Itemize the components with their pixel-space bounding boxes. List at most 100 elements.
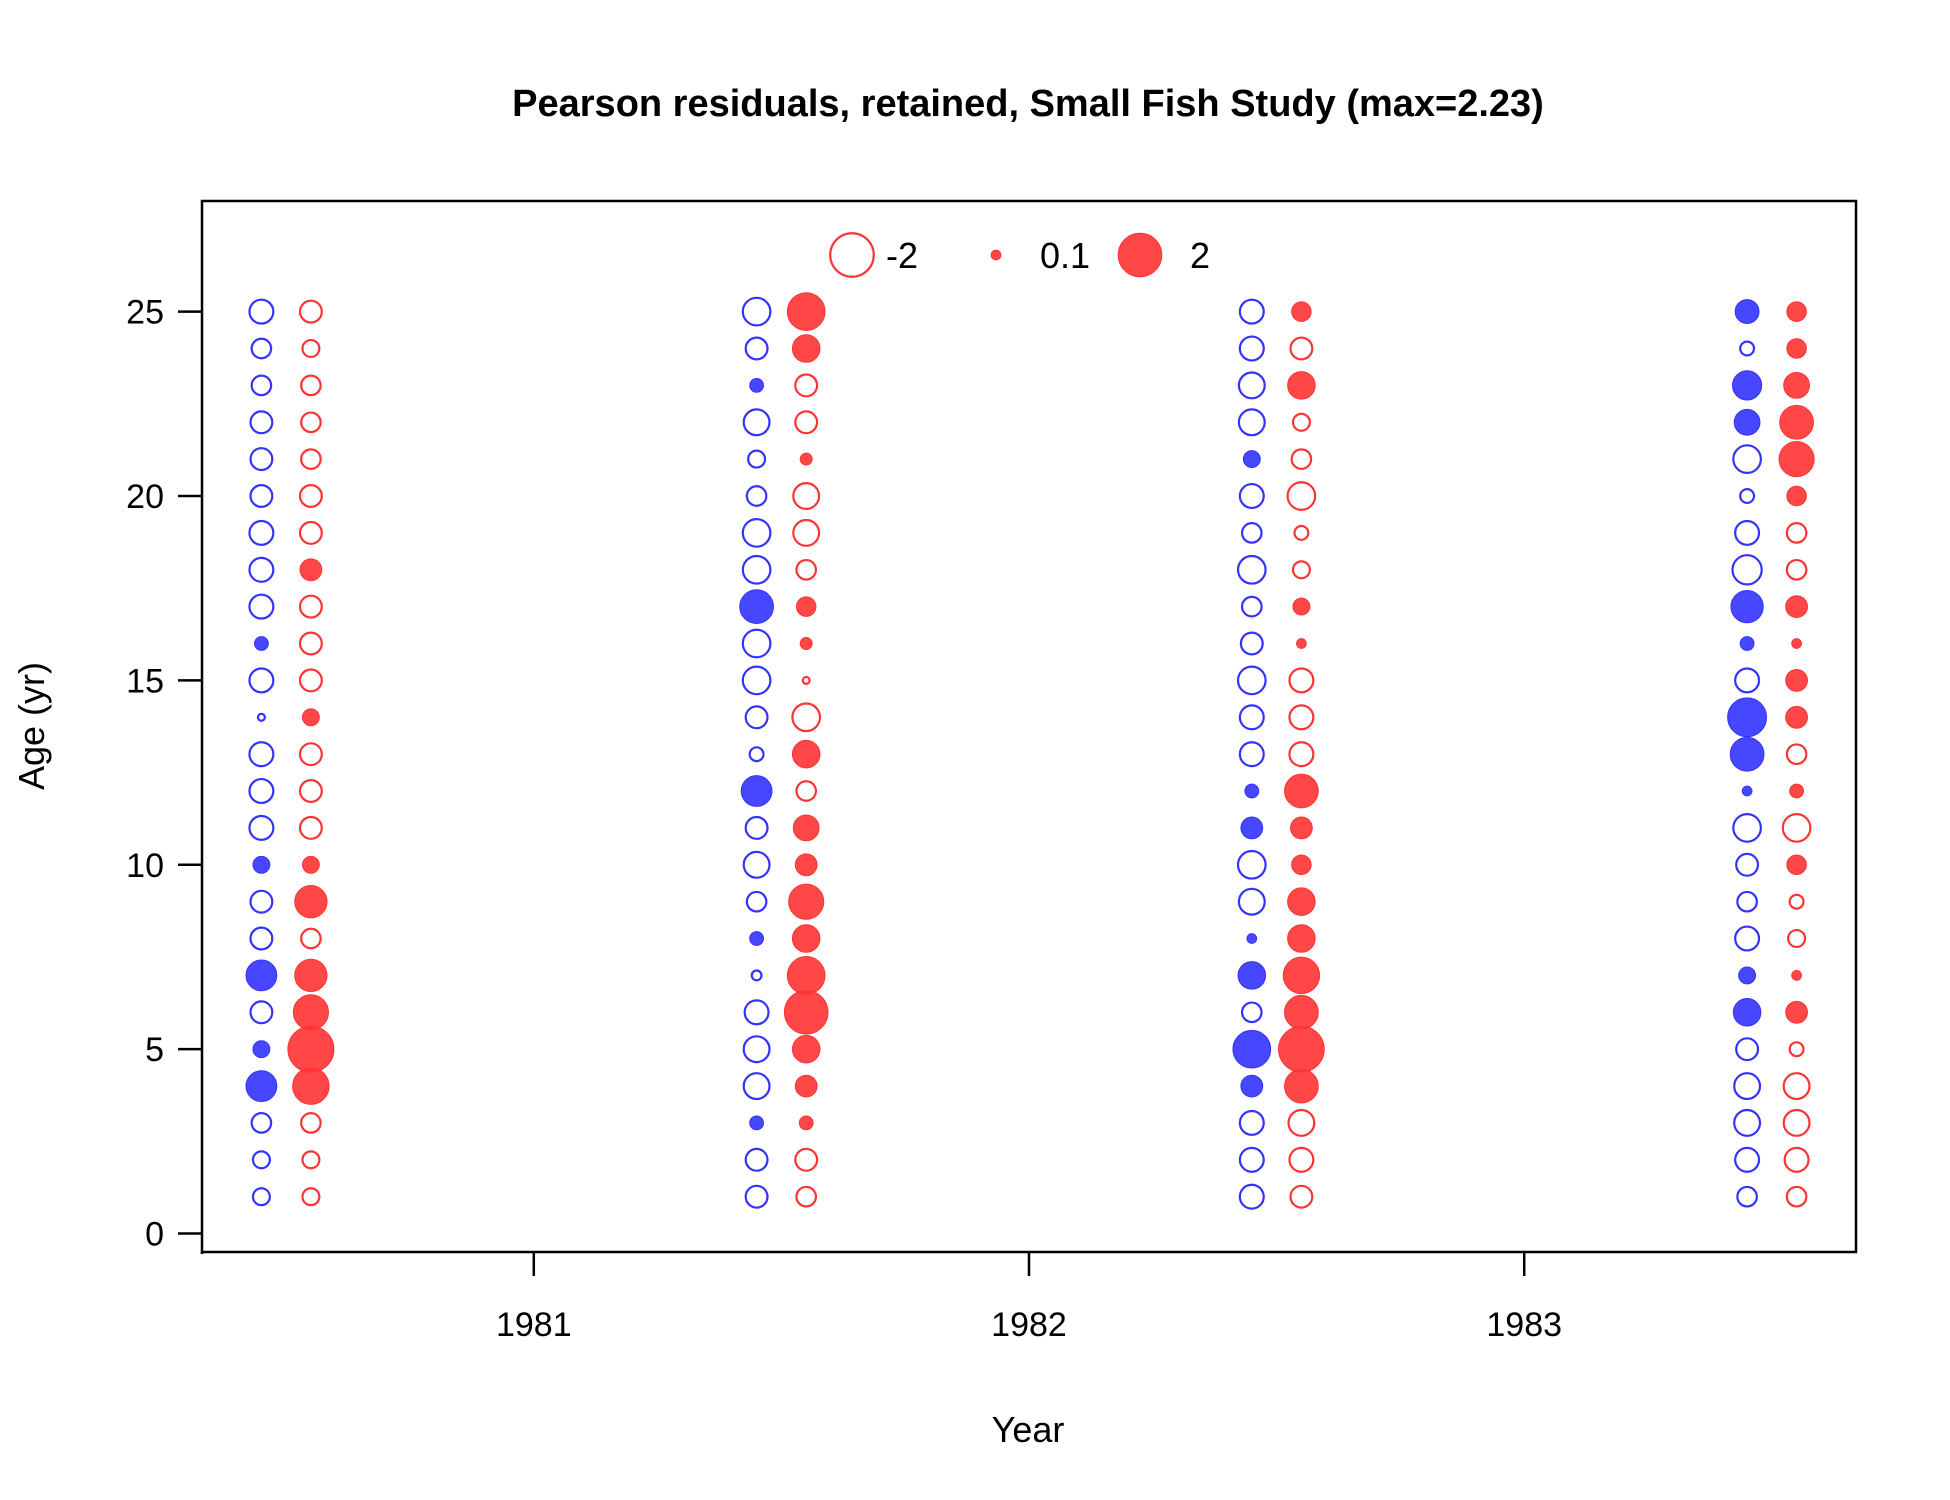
residual-bubble: [744, 815, 769, 840]
residual-bubble: [1783, 1146, 1810, 1173]
residual-bubble: [1731, 554, 1763, 586]
residual-bubble: [742, 1072, 771, 1101]
residual-bubble: [1284, 1068, 1319, 1104]
residual-bubble: [249, 889, 274, 914]
residual-bubble: [301, 338, 321, 359]
residual-bubble: [298, 815, 323, 840]
axes: 1981 1982 1983 0 5 10 15 20 25: [126, 294, 1562, 1344]
residual-bubble: [795, 780, 818, 802]
residual-bubble: [1286, 481, 1317, 511]
residual-bubble: [1236, 849, 1267, 880]
residual-bubble: [1732, 813, 1762, 843]
residual-bubble: [744, 336, 769, 361]
legend-label: -2: [886, 235, 918, 276]
residual-bubble: [1734, 925, 1761, 952]
residual-bubble: [786, 956, 826, 995]
residual-bubble: [1739, 636, 1755, 651]
residual-bubble: [1785, 522, 1808, 544]
residual-bubble: [1290, 448, 1313, 470]
residual-bubble: [1788, 1041, 1805, 1058]
residual-bubble: [250, 337, 273, 360]
residual-bubble: [294, 885, 328, 919]
residual-bubble: [750, 969, 763, 982]
residual-bubble: [1785, 558, 1808, 581]
residual-bubble: [1729, 736, 1765, 772]
residual-bubble: [1291, 301, 1312, 322]
residual-bubble: [248, 741, 275, 768]
residual-bubble: [1736, 1185, 1758, 1208]
residual-bubble: [298, 631, 323, 656]
residual-bubble: [301, 855, 320, 874]
bubbles: [245, 292, 1815, 1210]
residual-bubble: [1288, 667, 1315, 694]
residual-bubble: [249, 926, 274, 951]
residual-bubble: [744, 1147, 769, 1172]
residual-bubble: [1238, 482, 1265, 510]
residual-bubble: [298, 742, 323, 767]
residual-bubble: [1246, 933, 1258, 944]
residual-bubble: [1786, 854, 1807, 876]
residual-bubble: [251, 1187, 271, 1207]
residual-bubble: [248, 593, 275, 620]
residual-bubble: [1287, 887, 1316, 916]
residual-bubble: [794, 1147, 819, 1172]
residual-bubble: [1287, 924, 1316, 953]
residual-bubble: [1734, 519, 1761, 546]
residual-bubble: [1288, 741, 1315, 768]
residual-bubble: [799, 637, 813, 650]
legend: -2 0.1 2: [829, 232, 1210, 278]
residual-bubble: [1237, 408, 1266, 437]
residual-bubble: [1289, 1184, 1314, 1209]
residual-bubble: [1739, 488, 1756, 504]
residual-bubble: [1292, 597, 1311, 616]
residual-bubble: [1735, 852, 1760, 877]
residual-bubble: [287, 1025, 335, 1073]
residual-bubble: [256, 712, 266, 722]
residual-bubble: [1733, 1072, 1762, 1101]
residual-bubble: [300, 411, 322, 434]
residual-bubble: [300, 927, 322, 950]
residual-bubble: [749, 378, 764, 393]
residual-bubble: [1278, 1025, 1325, 1073]
residual-bubble: [1296, 638, 1307, 649]
residual-bubble: [1240, 595, 1263, 618]
residual-bubble: [742, 850, 771, 879]
residual-bubble: [748, 746, 765, 763]
residual-bubble: [1237, 371, 1266, 400]
residual-bubble: [298, 779, 323, 803]
residual-bubble: [1736, 890, 1758, 913]
residual-bubble: [1788, 893, 1805, 910]
y-tick-label: 20: [126, 478, 164, 516]
residual-bubble: [252, 1040, 271, 1059]
residual-bubble: [301, 708, 320, 727]
residual-bubble: [1734, 299, 1760, 325]
residual-bubble: [1786, 485, 1807, 507]
y-axis-label: Age (yr): [11, 662, 52, 790]
residual-bubble: [794, 853, 818, 877]
residual-bubble: [251, 1150, 271, 1170]
residual-bubble: [249, 1000, 274, 1025]
residual-bubble: [1786, 338, 1807, 359]
residual-bubble: [1782, 1072, 1811, 1101]
residual-bubble: [1734, 1146, 1761, 1173]
residual-bubble: [1779, 404, 1814, 440]
residual-bubble: [1785, 1185, 1808, 1208]
residual-bubble: [294, 958, 328, 993]
residual-bubble: [795, 1185, 818, 1208]
residual-bubble: [298, 520, 323, 545]
residual-bubble: [1778, 441, 1815, 478]
residual-bubble: [1785, 595, 1808, 618]
residual-bubble: [792, 482, 821, 510]
legend-marker: [1117, 232, 1163, 278]
residual-bubble: [1735, 1037, 1760, 1062]
residual-bubble: [1732, 444, 1762, 474]
residual-bubble: [795, 558, 818, 581]
residual-bubble: [1786, 301, 1807, 322]
residual-bubble: [1240, 1001, 1263, 1024]
residual-bubble: [1791, 638, 1802, 649]
residual-bubble: [1238, 1183, 1265, 1210]
residual-bubble: [248, 777, 275, 805]
residual-bubble: [745, 485, 768, 507]
residual-bubble: [254, 636, 269, 651]
residual-bubble: [795, 596, 817, 617]
